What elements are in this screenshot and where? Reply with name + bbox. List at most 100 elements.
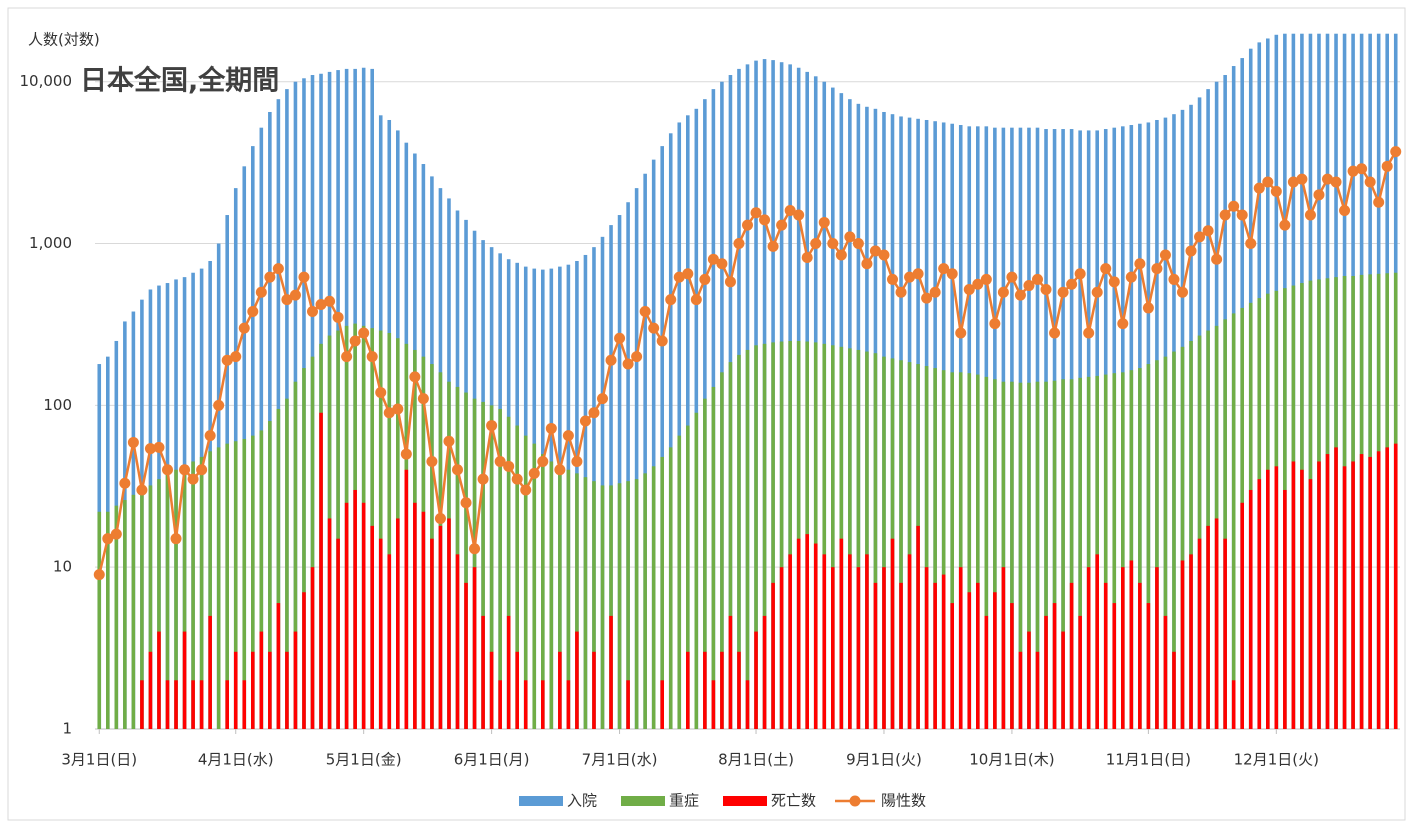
bar (1155, 360, 1159, 729)
bar (1129, 370, 1134, 729)
line-marker (1219, 209, 1231, 221)
line-marker (963, 283, 975, 295)
y-tick-label: 10 (53, 558, 72, 576)
bar (1172, 351, 1176, 729)
bar (677, 122, 682, 729)
bar (251, 651, 255, 729)
line-marker (1168, 273, 1180, 285)
line-marker (110, 528, 122, 540)
y-axis-label: 人数(対数) (28, 31, 100, 49)
bar (626, 481, 630, 729)
bar (1052, 380, 1057, 729)
line-marker (1194, 231, 1206, 243)
bar (148, 651, 153, 729)
bar (541, 680, 545, 729)
bar (1086, 376, 1091, 729)
bar (208, 451, 212, 729)
line-marker (631, 351, 643, 363)
bar (370, 525, 374, 729)
bar (506, 615, 511, 729)
line-marker (614, 332, 626, 344)
line-marker (537, 455, 549, 467)
line-marker (366, 351, 378, 363)
bar (396, 518, 400, 729)
bar (259, 127, 264, 730)
bar (694, 412, 699, 729)
line-marker (622, 358, 634, 370)
line-marker (1211, 253, 1223, 265)
bar (933, 368, 937, 729)
line-marker (1159, 249, 1171, 261)
line-marker (187, 473, 199, 485)
line-marker (1125, 271, 1137, 283)
line-marker (656, 335, 668, 347)
line-marker (972, 278, 984, 290)
bar (285, 651, 289, 729)
line-marker (255, 286, 267, 298)
bar (651, 466, 656, 729)
bar (1095, 375, 1099, 729)
bar (199, 456, 204, 729)
line-marker (332, 311, 344, 323)
bar (378, 330, 383, 729)
bar (941, 370, 946, 729)
bar (686, 651, 690, 729)
bar (1351, 461, 1355, 729)
bar (703, 398, 707, 729)
line-marker (179, 464, 191, 476)
line-marker (341, 351, 353, 363)
line-marker (1134, 258, 1146, 270)
bar (558, 466, 562, 729)
line-marker (673, 271, 685, 283)
bar (1300, 469, 1304, 729)
bar (1035, 651, 1040, 729)
bar (566, 469, 571, 729)
line-marker (136, 484, 148, 496)
bar (813, 543, 818, 729)
line-marker (733, 238, 745, 250)
bar (609, 485, 613, 729)
bar (1069, 582, 1074, 729)
bar (310, 356, 315, 729)
bar (984, 615, 989, 729)
bar (310, 567, 315, 729)
bar (796, 340, 801, 729)
bar (788, 340, 792, 729)
line-marker (742, 219, 753, 231)
bar (1231, 313, 1236, 729)
line-marker (1091, 286, 1103, 298)
line-marker (298, 271, 310, 283)
bar (822, 343, 827, 729)
line-marker (392, 403, 404, 415)
bar (771, 342, 775, 729)
bar (455, 554, 460, 729)
line-marker (162, 464, 173, 476)
line-marker (1296, 173, 1308, 185)
bar (1138, 582, 1142, 729)
bar (626, 680, 630, 729)
bar (651, 159, 656, 730)
plot-area (93, 33, 1402, 734)
line-marker (409, 371, 421, 383)
line-marker (759, 214, 771, 226)
bar (268, 651, 272, 729)
bar (1112, 603, 1117, 729)
bar (882, 567, 886, 729)
bar (157, 479, 161, 729)
bar (293, 381, 298, 729)
bar (873, 353, 878, 729)
bar (378, 538, 383, 729)
bar (191, 680, 195, 729)
bar (251, 435, 255, 729)
line-marker (955, 327, 967, 339)
line-marker (997, 286, 1009, 298)
bar (1155, 567, 1159, 729)
bar (737, 651, 741, 729)
bar (498, 408, 502, 729)
bar (387, 332, 392, 729)
line-marker (503, 460, 515, 472)
bar (140, 680, 144, 729)
line-marker (938, 263, 950, 275)
y-tick-label: 1,000 (29, 234, 72, 252)
bar (1044, 615, 1048, 729)
